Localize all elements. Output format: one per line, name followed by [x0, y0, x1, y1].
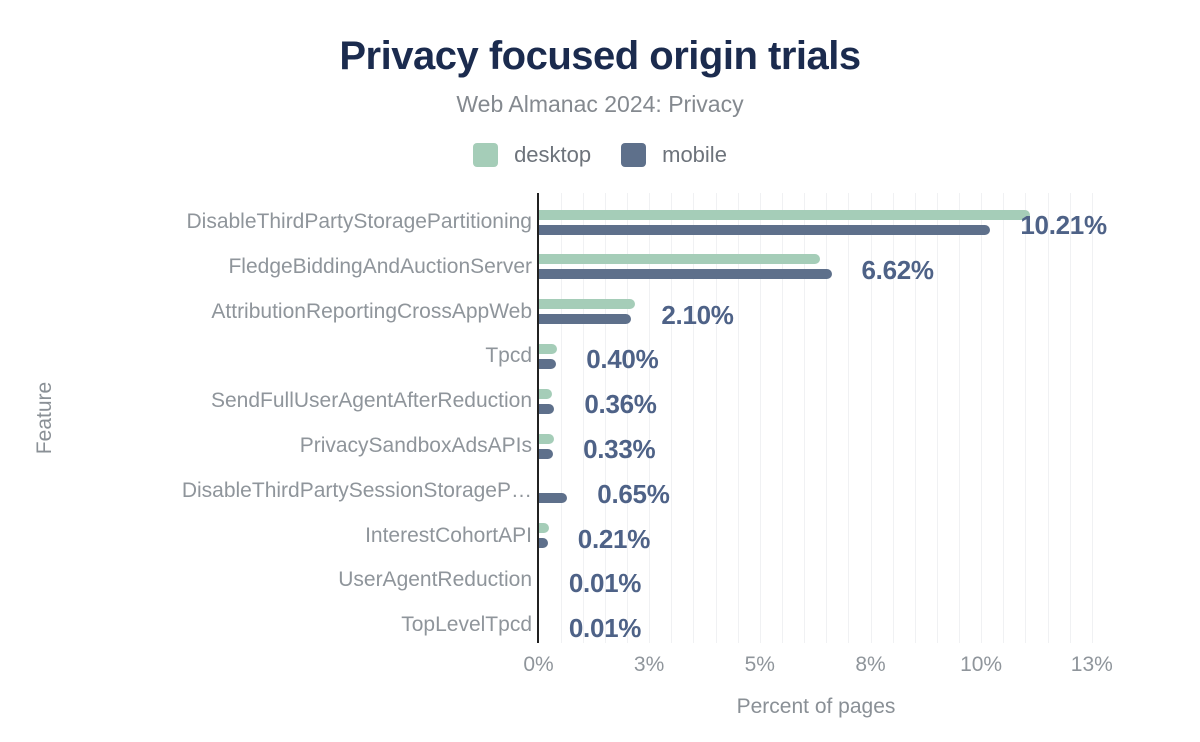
value-label: 0.36% [584, 389, 657, 420]
grid-line [936, 193, 938, 643]
bar-mobile[interactable] [538, 493, 568, 504]
grid-line [804, 193, 806, 643]
grid-line [693, 193, 695, 643]
category-label: AttributionReportingCrossAppWeb [211, 299, 532, 323]
value-label: 0.33% [583, 434, 656, 464]
grid-line [582, 193, 584, 643]
bar-mobile[interactable] [538, 269, 832, 280]
bar-mobile[interactable] [538, 314, 632, 325]
bar-mobile[interactable] [538, 538, 548, 549]
grid-line [737, 193, 739, 643]
grid-line [870, 193, 872, 643]
value-label: 2.10% [661, 299, 734, 330]
bar-mobile[interactable] [538, 448, 554, 459]
legend: desktop mobile [0, 142, 1200, 168]
grid-line [671, 193, 673, 643]
mobile-swatch-icon [621, 143, 647, 167]
grid-line [1091, 193, 1093, 643]
chart-subtitle: Web Almanac 2024: Privacy [456, 91, 744, 117]
bar-desktop[interactable] [538, 254, 820, 265]
bar-mobile[interactable] [538, 403, 555, 414]
grid-line [604, 193, 606, 643]
category-label: DisableThirdPartyStoragePartitioning [186, 210, 532, 233]
x-tick-label: 0% [523, 653, 554, 676]
x-tick-label: 3% [633, 653, 665, 676]
category-label: PrivacySandboxAdsAPIs [299, 434, 532, 457]
grid-line [759, 193, 761, 643]
legend-label-desktop: desktop [514, 142, 592, 167]
grid-line [1047, 193, 1049, 643]
grid-line [826, 193, 828, 643]
y-axis-title: Feature [33, 381, 56, 455]
y-axis-line [537, 193, 539, 643]
category-label: Tpcd [485, 344, 532, 368]
grid-line [892, 193, 894, 643]
x-tick-label: 5% [744, 653, 775, 676]
value-label: 10.21% [1020, 210, 1107, 240]
bar-desktop[interactable] [538, 523, 549, 534]
bar-desktop[interactable] [538, 433, 554, 444]
grid-line [1069, 193, 1071, 643]
desktop-swatch-icon [473, 143, 499, 167]
legend-item-mobile: mobile [621, 142, 727, 168]
legend-item-desktop: desktop [473, 142, 591, 168]
bar-mobile[interactable] [538, 358, 557, 369]
x-axis-title: Percent of pages [736, 695, 896, 718]
bar-desktop[interactable] [538, 299, 636, 310]
value-label: 0.21% [577, 523, 651, 554]
category-label: TopLevelTpcd [401, 613, 532, 637]
grid-line [781, 193, 783, 643]
category-label: InterestCohortAPI [365, 523, 532, 547]
grid-line [981, 193, 983, 643]
grid-line [627, 193, 628, 643]
x-tick-label: 13% [1070, 653, 1113, 676]
bar-desktop[interactable] [538, 388, 552, 399]
legend-label-mobile: mobile [662, 142, 727, 167]
category-label: DisableThirdPartySessionStorageP… [181, 478, 532, 502]
x-tick-label: 8% [855, 653, 886, 676]
grid-line [1025, 193, 1027, 643]
bar-desktop[interactable] [538, 343, 558, 354]
value-label: 0.01% [568, 613, 642, 644]
category-label: UserAgentReduction [338, 568, 532, 592]
value-label: 0.01% [568, 568, 642, 599]
value-label: 0.65% [597, 478, 670, 509]
bar-mobile[interactable] [538, 224, 991, 235]
grid-line [914, 193, 916, 643]
grid-line [649, 193, 651, 643]
grid-line [715, 193, 717, 643]
category-label: FledgeBiddingAndAuctionServer [228, 254, 532, 278]
grid-line [848, 193, 850, 643]
value-label: 6.62% [861, 254, 935, 285]
chart-title: Privacy focused origin trials [339, 34, 861, 78]
value-label: 0.40% [586, 344, 659, 375]
grid-line [959, 193, 960, 643]
grid-line [560, 193, 562, 643]
grid-line [1003, 193, 1005, 643]
bar-desktop[interactable] [538, 209, 1030, 220]
category-label: SendFullUserAgentAfterReduction [210, 389, 532, 413]
x-tick-label: 10% [960, 653, 1003, 676]
